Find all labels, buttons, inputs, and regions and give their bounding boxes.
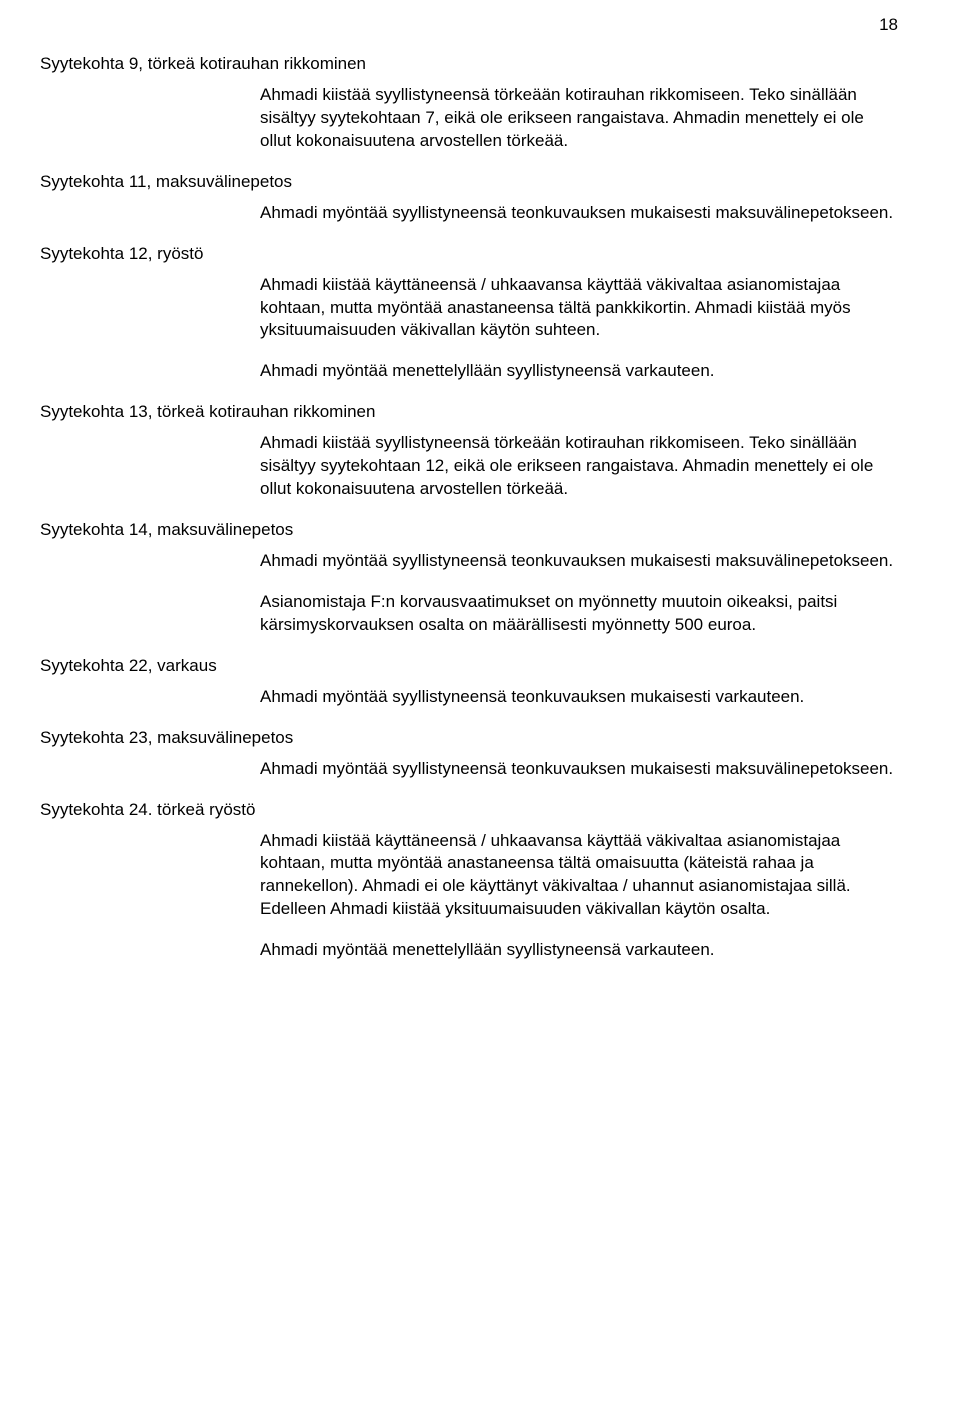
body-paragraph: Ahmadi kiistää syyllistyneensä törkeään … bbox=[260, 432, 898, 501]
body-paragraph: Ahmadi myöntää menettelyllään syyllistyn… bbox=[260, 360, 898, 383]
section-heading: Syytekohta 11, maksuvälinepetos bbox=[40, 171, 898, 194]
section-heading: Syytekohta 23, maksuvälinepetos bbox=[40, 727, 898, 750]
section-heading: Syytekohta 12, ryöstö bbox=[40, 243, 898, 266]
section-heading: Syytekohta 24. törkeä ryöstö bbox=[40, 799, 898, 822]
body-paragraph: Ahmadi myöntää syyllistyneensä teonkuvau… bbox=[260, 202, 898, 225]
body-paragraph: Ahmadi kiistää käyttäneensä / uhkaavansa… bbox=[260, 274, 898, 343]
section-heading: Syytekohta 14, maksuvälinepetos bbox=[40, 519, 898, 542]
body-paragraph: Asianomistaja F:n korvausvaatimukset on … bbox=[260, 591, 898, 637]
section-heading: Syytekohta 9, törkeä kotirauhan rikkomin… bbox=[40, 53, 898, 76]
page-number: 18 bbox=[879, 14, 898, 37]
body-paragraph: Ahmadi kiistää käyttäneensä / uhkaavansa… bbox=[260, 830, 898, 922]
section-heading: Syytekohta 13, törkeä kotirauhan rikkomi… bbox=[40, 401, 898, 424]
body-paragraph: Ahmadi myöntää syyllistyneensä teonkuvau… bbox=[260, 686, 898, 709]
body-paragraph: Ahmadi kiistää syyllistyneensä törkeään … bbox=[260, 84, 898, 153]
section-heading: Syytekohta 22, varkaus bbox=[40, 655, 898, 678]
body-paragraph: Ahmadi myöntää syyllistyneensä teonkuvau… bbox=[260, 758, 898, 781]
body-paragraph: Ahmadi myöntää syyllistyneensä teonkuvau… bbox=[260, 550, 898, 573]
body-paragraph: Ahmadi myöntää menettelyllään syyllistyn… bbox=[260, 939, 898, 962]
